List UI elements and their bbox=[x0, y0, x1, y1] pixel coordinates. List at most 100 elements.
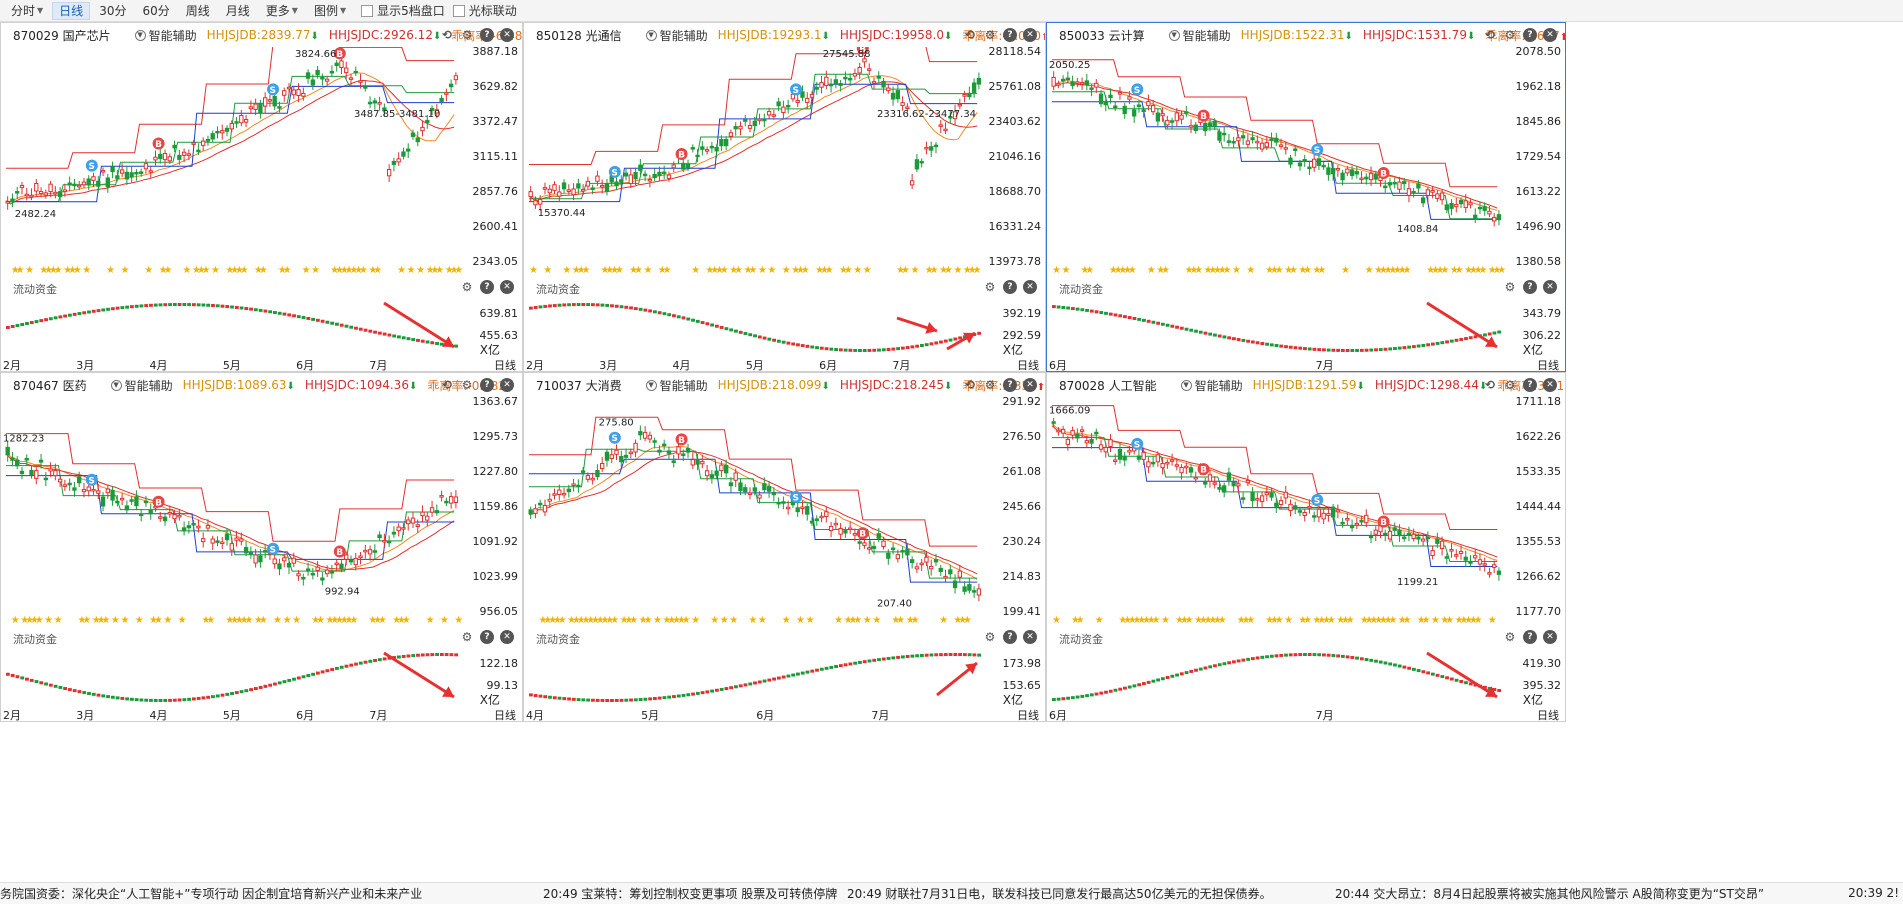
sector-code[interactable]: 870028 人工智能 bbox=[1059, 378, 1157, 393]
close-icon[interactable]: ✕ bbox=[1023, 378, 1037, 392]
gear-icon[interactable]: ⚙ bbox=[984, 630, 996, 644]
chart-panel[interactable]: 710037 大消费 ▼ 智能辅助 HHJSJDB:218.099⬇ HHJSJDC:2… bbox=[523, 372, 1046, 722]
show5-checkbox[interactable]: 显示5档盘口 bbox=[361, 2, 445, 19]
close-icon[interactable]: ✕ bbox=[1543, 378, 1557, 392]
period-button[interactable]: 更多 ▼ bbox=[259, 2, 305, 20]
candlestick-chart[interactable]: ★★★★★★★★★★★★★★★★★★★★★★★★★★★★★★★★★★★★★★★★… bbox=[524, 47, 987, 279]
chart-panel[interactable]: 850033 云计算 ▼ 智能辅助 HHJSJDB:1522.31⬇ HHJSJDC:1… bbox=[1046, 22, 1566, 372]
gear-icon[interactable]: ⚙ bbox=[1504, 28, 1516, 42]
news-item[interactable]: 20:44 交大昂立：8月4日起股票将被实施其他风险警示 A股简称变更为“ST交… bbox=[1335, 887, 1765, 901]
gear-icon[interactable]: ⚙ bbox=[984, 28, 996, 42]
help-icon[interactable]: ? bbox=[480, 28, 494, 42]
help-icon[interactable]: ? bbox=[480, 280, 494, 294]
help-icon[interactable]: ? bbox=[1003, 630, 1017, 644]
flow-chart[interactable] bbox=[1, 293, 464, 355]
help-icon[interactable]: ? bbox=[1523, 28, 1537, 42]
help-icon[interactable]: ? bbox=[1003, 280, 1017, 294]
candlestick-chart[interactable]: ★★★★★★★★★★★★★★★★★★★★★★★★★★★★★★★★★★★★★★★★… bbox=[524, 397, 987, 629]
flow-chart[interactable] bbox=[1047, 293, 1507, 355]
gear-icon[interactable]: ⚙ bbox=[461, 28, 473, 42]
period-button[interactable]: 月线 bbox=[219, 2, 257, 20]
help-icon[interactable]: ? bbox=[1003, 28, 1017, 42]
sector-code[interactable]: 850033 云计算 bbox=[1059, 28, 1145, 43]
smart-assist-dropdown[interactable]: ▼ 智能辅助 bbox=[645, 27, 708, 44]
help-icon[interactable]: ? bbox=[1003, 378, 1017, 392]
period-indicator[interactable]: 日线 bbox=[1537, 359, 1559, 372]
help-icon[interactable]: ? bbox=[1523, 280, 1537, 294]
flow-chart[interactable] bbox=[524, 293, 987, 355]
star-icon: ★ bbox=[901, 265, 910, 276]
refresh-icon[interactable]: ⟲ bbox=[1484, 28, 1496, 42]
gear-icon[interactable]: ⚙ bbox=[461, 630, 473, 644]
checkbox-icon[interactable] bbox=[361, 4, 374, 17]
refresh-icon[interactable]: ⟲ bbox=[441, 378, 453, 392]
chart-panel[interactable]: 870029 国产芯片 ▼ 智能辅助 HHJSJDB:2839.77⬇ HHJSJDC:… bbox=[0, 22, 523, 372]
close-icon[interactable]: ✕ bbox=[1543, 28, 1557, 42]
refresh-icon[interactable]: ⟲ bbox=[1484, 378, 1496, 392]
gear-icon[interactable]: ⚙ bbox=[984, 378, 996, 392]
period-button[interactable]: 30分 bbox=[92, 2, 133, 20]
news-item[interactable]: 20:49 财联社7月31日电，联发科技已同意发行最高达50亿美元的无担保债券。 bbox=[847, 887, 1272, 901]
smart-assist-dropdown[interactable]: ▼ 智能辅助 bbox=[1180, 377, 1243, 394]
flow-chart[interactable] bbox=[1047, 643, 1507, 705]
close-icon[interactable]: ✕ bbox=[1023, 630, 1037, 644]
candlestick-chart[interactable]: ★★★★★★★★★★★★★★★★★★★★★★★★★★★★★★★★★★★★★★★★… bbox=[1047, 397, 1507, 629]
panel-icons: ⟲ ⚙? ✕ bbox=[1483, 378, 1557, 392]
candle bbox=[1420, 538, 1426, 542]
period-button[interactable]: 60分 bbox=[135, 2, 176, 20]
candle bbox=[1288, 157, 1293, 165]
period-indicator[interactable]: 日线 bbox=[1017, 359, 1039, 372]
sector-code[interactable]: 870029 国产芯片 bbox=[13, 28, 111, 43]
period-button[interactable]: 图例 ▼ bbox=[307, 2, 353, 20]
sector-code[interactable]: 710037 大消费 bbox=[536, 378, 622, 393]
help-icon[interactable]: ? bbox=[1523, 378, 1537, 392]
help-icon[interactable]: ? bbox=[1523, 630, 1537, 644]
close-icon[interactable]: ✕ bbox=[1023, 28, 1037, 42]
close-icon[interactable]: ✕ bbox=[500, 378, 514, 392]
period-button[interactable]: 分时 ▼ bbox=[4, 2, 50, 20]
refresh-icon[interactable]: ⟲ bbox=[964, 378, 976, 392]
period-indicator[interactable]: 日线 bbox=[1017, 709, 1039, 722]
candlestick-chart[interactable]: ★★★★★★★★★★★★★★★★★★★★★★★★★★★★★★★★★★★★★★★★… bbox=[1, 47, 464, 279]
close-icon[interactable]: ✕ bbox=[500, 630, 514, 644]
gear-icon[interactable]: ⚙ bbox=[461, 378, 473, 392]
close-icon[interactable]: ✕ bbox=[1543, 630, 1557, 644]
candle bbox=[967, 584, 972, 591]
candle bbox=[847, 77, 853, 81]
close-icon[interactable]: ✕ bbox=[500, 280, 514, 294]
checkbox-icon[interactable] bbox=[452, 4, 465, 17]
chart-panel[interactable]: 850128 光通信 ▼ 智能辅助 HHJSJDB:19293.1⬇ HHJSJDC:1… bbox=[523, 22, 1046, 372]
help-icon[interactable]: ? bbox=[480, 630, 494, 644]
close-icon[interactable]: ✕ bbox=[1023, 280, 1037, 294]
period-button[interactable]: 日线 bbox=[52, 1, 91, 20]
cursor-link-checkbox[interactable]: 光标联动 bbox=[452, 2, 517, 19]
gear-icon[interactable]: ⚙ bbox=[1504, 378, 1516, 392]
chart-panel[interactable]: 870028 人工智能 ▼ 智能辅助 HHJSJDB:1291.59⬇ HHJSJDC:… bbox=[1046, 372, 1566, 722]
candlestick-chart[interactable]: ★★★★★★★★★★★★★★★★★★★★★★★★★★★★★★★★★★★★★★★★… bbox=[1, 397, 464, 629]
gear-icon[interactable]: ⚙ bbox=[461, 280, 473, 294]
gear-icon[interactable]: ⚙ bbox=[1504, 630, 1516, 644]
smart-assist-dropdown[interactable]: ▼ 智能辅助 bbox=[645, 377, 708, 394]
news-item[interactable]: 务院国资委：深化央企“人工智能+”专项行动 因企制宜培育新兴产业和未来产业 bbox=[0, 887, 423, 901]
smart-assist-dropdown[interactable]: ▼ 智能辅助 bbox=[134, 27, 197, 44]
smart-assist-dropdown[interactable]: ▼ 智能辅助 bbox=[110, 377, 173, 394]
period-indicator[interactable]: 日线 bbox=[494, 359, 516, 372]
refresh-icon[interactable]: ⟲ bbox=[964, 28, 976, 42]
help-icon[interactable]: ? bbox=[480, 378, 494, 392]
gear-icon[interactable]: ⚙ bbox=[984, 280, 996, 294]
smart-assist-dropdown[interactable]: ▼ 智能辅助 bbox=[1168, 27, 1231, 44]
close-icon[interactable]: ✕ bbox=[500, 28, 514, 42]
candlestick-chart[interactable]: ★★★★★★★★★★★★★★★★★★★★★★★★★★★★★★★★★★★★★★★★… bbox=[1047, 47, 1507, 279]
period-indicator[interactable]: 日线 bbox=[494, 709, 516, 722]
gear-icon[interactable]: ⚙ bbox=[1504, 280, 1516, 294]
flow-chart[interactable] bbox=[524, 643, 987, 705]
period-button[interactable]: 周线 bbox=[179, 2, 217, 20]
sector-code[interactable]: 850128 光通信 bbox=[536, 28, 622, 43]
period-indicator[interactable]: 日线 bbox=[1537, 709, 1559, 722]
close-icon[interactable]: ✕ bbox=[1543, 280, 1557, 294]
chart-panel[interactable]: 870467 医药 ▼ 智能辅助 HHJSJDB:1089.63⬇ HHJSJDC:10… bbox=[0, 372, 523, 722]
news-item[interactable]: 20:49 宝莱特：筹划控制权变更事项 股票及可转债停牌 bbox=[543, 887, 838, 901]
refresh-icon[interactable]: ⟲ bbox=[441, 28, 453, 42]
flow-chart[interactable] bbox=[1, 643, 464, 705]
sector-code[interactable]: 870467 医药 bbox=[13, 378, 87, 393]
